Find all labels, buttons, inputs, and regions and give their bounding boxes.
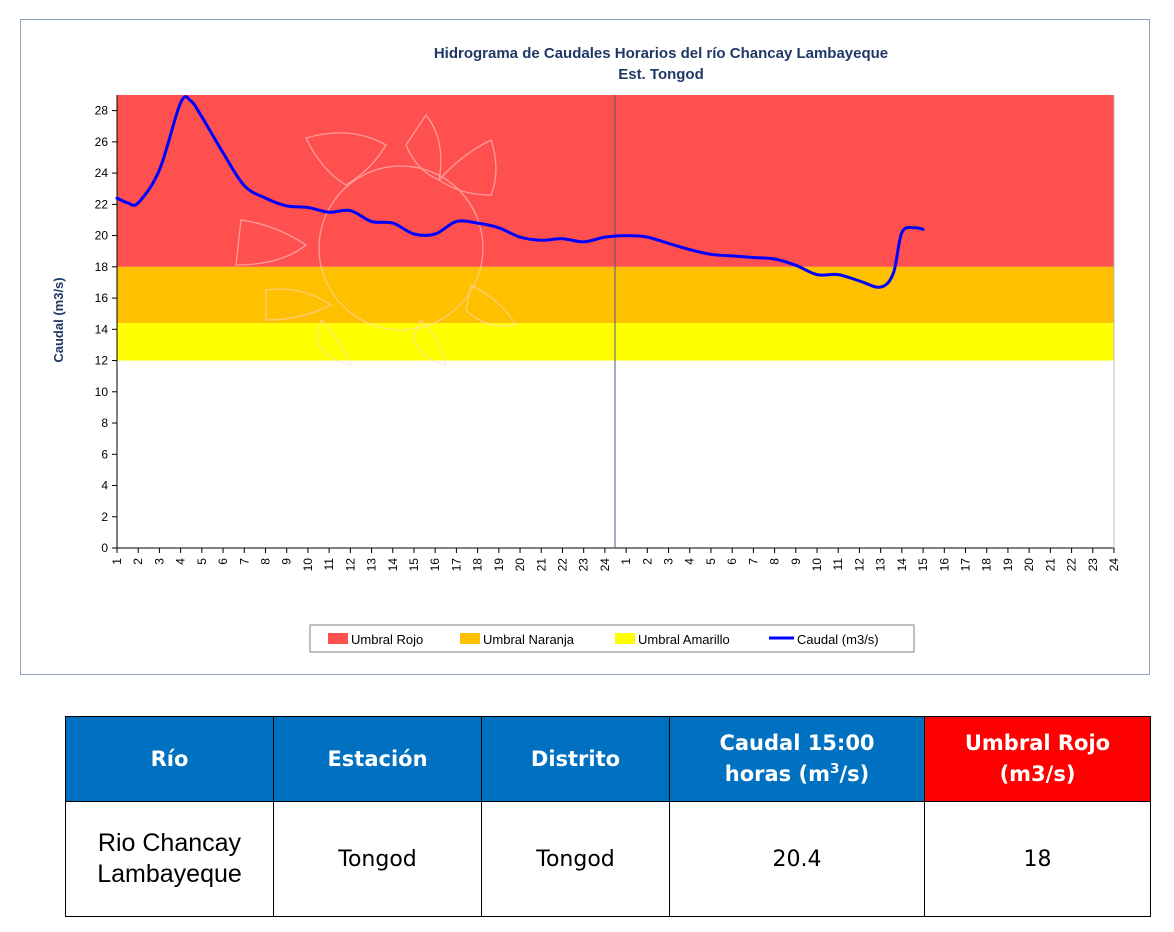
x-tick-label: 6 <box>725 558 739 565</box>
x-tick-label: 10 <box>301 558 315 572</box>
x-tick-label: 13 <box>874 558 888 572</box>
x-tick-label: 20 <box>1022 558 1036 572</box>
y-tick-label: 8 <box>101 416 108 430</box>
x-tick-label: 18 <box>980 558 994 572</box>
legend-swatch-umbral-rojo <box>328 633 348 644</box>
x-tick-label: 8 <box>768 558 782 565</box>
x-tick-label: 2 <box>640 558 654 565</box>
header-estacion: Estación <box>273 716 482 802</box>
cell-rio-line2: Lambayeque <box>97 860 242 888</box>
x-tick-label: 12 <box>852 558 866 572</box>
y-tick-label: 4 <box>101 479 108 493</box>
x-tick-label: 3 <box>152 558 166 565</box>
y-tick-label: 14 <box>95 322 109 336</box>
x-tick-label: 5 <box>704 558 718 565</box>
y-tick-label: 18 <box>95 260 109 274</box>
x-tick-label: 1 <box>110 558 124 565</box>
x-tick-label: 19 <box>1001 558 1015 572</box>
x-tick-label: 21 <box>1043 558 1057 572</box>
y-tick-label: 26 <box>95 135 109 149</box>
hydrograph-chart: 0 2 4 6 8 10 12 14 16 18 20 22 24 26 28 1 2 3 4 5 6 7 8 9 10 11 1… <box>20 19 1150 675</box>
y-axis-label: Caudal (m3/s) <box>51 277 66 362</box>
x-tick-label: 10 <box>810 558 824 572</box>
legend-label-caudal: Caudal (m3/s) <box>797 632 879 647</box>
x-tick-label: 21 <box>534 558 548 572</box>
station-table: Río Estación Distrito Caudal 15:00 horas… <box>65 716 1151 917</box>
cell-umbral: 18 <box>924 801 1151 917</box>
x-tick-label: 2 <box>131 558 145 565</box>
y-tick-label: 12 <box>95 354 109 368</box>
table-row: Rio Chancay Lambayeque Tongod Tongod 20.… <box>65 801 1151 917</box>
legend-label-umbral-naranja: Umbral Naranja <box>483 632 575 647</box>
header-caudal-line2-pre: horas (m <box>724 762 830 786</box>
header-caudal-line1: Caudal 15:00 <box>719 731 875 755</box>
x-tick-label: 12 <box>343 558 357 572</box>
x-tick-label: 14 <box>386 558 400 572</box>
header-caudal-line2-post: /s) <box>839 762 870 786</box>
x-tick-label: 24 <box>1107 558 1121 572</box>
header-umbral-rojo: Umbral Rojo (m3/s) <box>924 716 1151 802</box>
legend-swatch-umbral-naranja <box>460 633 480 644</box>
y-tick-label: 6 <box>101 447 108 461</box>
header-caudal-line2-sup: 3 <box>829 761 840 777</box>
x-tick-label: 24 <box>598 558 612 572</box>
x-tick-label: 5 <box>195 558 209 565</box>
x-tick-label: 19 <box>492 558 506 572</box>
sun-watermark-icon <box>235 113 518 366</box>
y-tick-label: 28 <box>95 104 109 118</box>
x-tick-label: 11 <box>322 558 336 571</box>
y-tick-label: 24 <box>95 166 109 180</box>
x-tick-label: 14 <box>895 558 909 572</box>
cell-rio-line1: Rio Chancay <box>97 829 242 857</box>
legend-swatch-umbral-amarillo <box>615 633 635 644</box>
x-tick-label: 7 <box>237 558 251 565</box>
legend-label-umbral-amarillo: Umbral Amarillo <box>638 632 730 647</box>
header-umbral-line1: Umbral Rojo <box>964 731 1111 755</box>
x-tick-label: 4 <box>174 558 188 565</box>
y-tick-label: 10 <box>95 385 109 399</box>
x-tick-label: 17 <box>449 558 463 572</box>
x-tick-label: 17 <box>959 558 973 572</box>
cell-distrito: Tongod <box>481 801 670 917</box>
x-tick-label: 8 <box>258 558 272 565</box>
x-tick-label: 11 <box>831 558 845 571</box>
x-tick-label: 9 <box>789 558 803 565</box>
header-umbral-line2: (m3/s) <box>999 762 1076 786</box>
y-tick-label: 22 <box>95 197 109 211</box>
x-tick-label: 7 <box>746 558 760 565</box>
x-tick-label: 3 <box>662 558 676 565</box>
x-tick-label: 6 <box>216 558 230 565</box>
x-tick-label: 22 <box>1065 558 1079 572</box>
y-tick-label: 16 <box>95 291 109 305</box>
x-tick-label: 4 <box>683 558 697 565</box>
chart-title-line1: Hidrograma de Caudales Horarios del río … <box>434 45 888 62</box>
x-tick-label: 23 <box>1086 558 1100 572</box>
x-tick-label: 16 <box>937 558 951 572</box>
x-tick-label: 15 <box>916 558 930 572</box>
header-distrito: Distrito <box>481 716 670 802</box>
legend-label-umbral-rojo: Umbral Rojo <box>351 632 423 647</box>
y-tick-label: 2 <box>101 510 108 524</box>
cell-caudal: 20.4 <box>669 801 925 917</box>
y-tick-label: 0 <box>101 541 108 555</box>
x-tick-label: 22 <box>555 558 569 572</box>
caudal-series-line <box>115 95 925 289</box>
x-tick-label: 9 <box>280 558 294 565</box>
chart-title-line2: Est. Tongod <box>618 66 704 83</box>
x-tick-label: 13 <box>365 558 379 572</box>
cell-rio: Rio Chancay Lambayeque <box>65 801 274 917</box>
legend: Umbral Rojo Umbral Naranja Umbral Amaril… <box>309 624 915 653</box>
x-tick-label: 20 <box>513 558 527 572</box>
x-tick-label: 23 <box>577 558 591 572</box>
header-rio: Río <box>65 716 274 802</box>
x-tick-label: 15 <box>407 558 421 572</box>
cell-estacion: Tongod <box>273 801 482 917</box>
y-tick-label: 20 <box>95 229 109 243</box>
x-tick-label: 18 <box>471 558 485 572</box>
table-header-row: Río Estación Distrito Caudal 15:00 horas… <box>65 716 1151 802</box>
x-tick-label: 1 <box>619 558 633 565</box>
x-tick-label: 16 <box>428 558 442 572</box>
header-caudal: Caudal 15:00 horas (m3/s) <box>669 716 925 802</box>
